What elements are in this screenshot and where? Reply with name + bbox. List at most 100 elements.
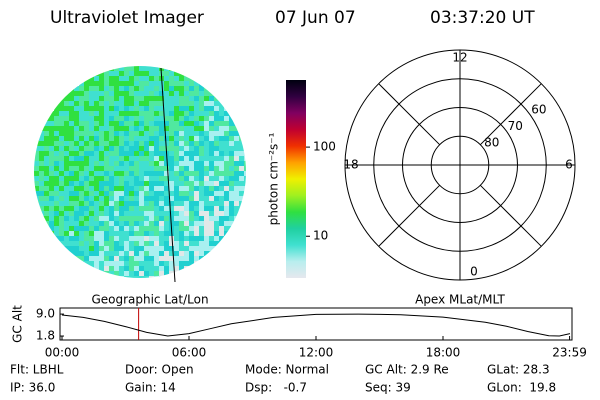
image-pixel [94,136,99,141]
image-pixel [194,141,199,146]
image-pixel [104,106,109,111]
image-pixel [194,236,199,241]
image-pixel [209,96,214,101]
image-pixel [219,156,224,161]
image-pixel [204,196,209,201]
image-pixel [149,241,154,246]
image-pixel [84,201,89,206]
image-pixel [209,151,214,156]
image-pixel [139,256,144,261]
image-pixel [69,231,74,236]
image-pixel [169,216,174,221]
image-pixel [154,166,159,171]
image-pixel [69,241,74,246]
info-field: Door: Open [125,363,194,377]
image-pixel [69,171,74,176]
image-pixel [149,166,154,171]
image-pixel [89,256,94,261]
image-pixel [144,171,149,176]
image-pixel [134,271,139,276]
image-pixel [89,206,94,211]
image-pixel [84,121,89,126]
image-pixel [194,111,199,116]
image-pixel [134,141,139,146]
image-pixel [94,221,99,226]
image-pixel [59,201,64,206]
image-pixel [184,216,189,221]
image-pixel [79,191,84,196]
image-pixel [89,171,94,176]
image-pixel [139,191,144,196]
image-pixel [159,211,164,216]
image-pixel [124,236,129,241]
image-pixel [154,71,159,76]
image-pixel [49,131,54,136]
image-pixel [139,266,144,271]
info-field: Flt: LBHL [10,363,64,377]
image-pixel [119,151,124,156]
mlat-label: 60 [531,102,546,116]
image-pixel [114,246,119,251]
image-pixel [134,216,139,221]
image-pixel [134,76,139,81]
image-pixel [184,81,189,86]
image-pixel [149,106,154,111]
image-pixel [84,181,89,186]
image-pixel [99,86,104,91]
image-pixel [134,266,139,271]
image-pixel [119,156,124,161]
info-field: Seq: 39 [365,381,411,395]
image-pixel [74,136,79,141]
image-pixel [194,116,199,121]
image-pixel [109,231,114,236]
image-pixel [79,251,84,256]
image-pixel [139,251,144,256]
image-pixel [184,186,189,191]
image-pixel [84,136,89,141]
image-pixel [54,111,59,116]
image-pixel [239,181,244,186]
image-pixel [204,186,209,191]
image-pixel [179,226,184,231]
image-pixel [164,201,169,206]
image-pixel [144,261,149,266]
image-pixel [164,181,169,186]
image-pixel [169,146,174,151]
image-pixel [64,121,69,126]
image-pixel [169,116,174,121]
image-pixel [204,156,209,161]
image-pixel [169,186,174,191]
image-pixel [119,101,124,106]
image-pixel [194,166,199,171]
image-pixel [234,131,239,136]
image-pixel [229,146,234,151]
image-pixel [189,136,194,141]
image-pixel [149,221,154,226]
image-pixel [99,231,104,236]
image-pixel [244,181,246,186]
image-pixel [69,216,74,221]
image-pixel [64,226,69,231]
image-pixel [179,241,184,246]
image-pixel [144,271,149,276]
image-pixel [184,151,189,156]
image-pixel [159,101,164,106]
image-pixel [149,231,154,236]
image-pixel [74,141,79,146]
image-pixel [59,151,64,156]
image-pixel [139,126,144,131]
image-pixel [124,176,129,181]
image-pixel [199,111,204,116]
image-pixel [194,126,199,131]
image-pixel [229,201,234,206]
image-pixel [174,256,179,261]
image-pixel [54,121,59,126]
image-pixel [224,201,229,206]
image-pixel [169,156,174,161]
image-pixel [139,276,144,278]
image-pixel [184,101,189,106]
image-pixel [119,126,124,131]
image-pixel [194,121,199,126]
image-pixel [174,226,179,231]
image-pixel [174,151,179,156]
